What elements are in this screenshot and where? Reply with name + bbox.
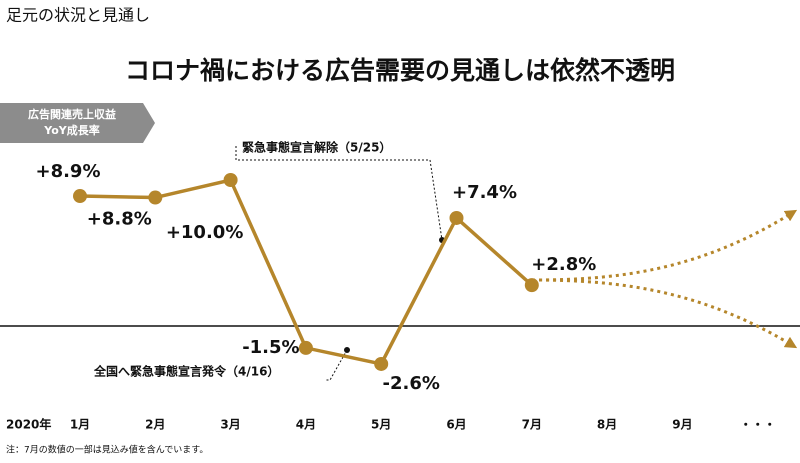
- value-label: +8.9%: [35, 161, 100, 182]
- x-tick-label: 4月: [296, 418, 316, 432]
- footnote: 注：7月の数値の一部は見込み値を含んでいます。: [6, 444, 208, 456]
- x-tick-label: 8月: [597, 418, 617, 432]
- value-label: +7.4%: [452, 182, 517, 203]
- x-tick-label: 1月: [70, 418, 90, 432]
- annotation: 緊急事態宣言解除（5/25）: [242, 140, 391, 155]
- value-label: -1.5%: [242, 337, 299, 358]
- x-tick-label: 2月: [145, 418, 165, 432]
- value-label: +8.8%: [87, 209, 152, 230]
- leader: [235, 146, 443, 241]
- projection-up: [531, 209, 798, 282]
- x-tick-label: ・・・: [740, 418, 776, 432]
- x-tick-label: 6月: [446, 418, 466, 432]
- annotation: 全国へ緊急事態宣言発令（4/16）: [93, 364, 279, 379]
- year-label: 2020年: [6, 417, 51, 432]
- chart-title: コロナ禍における広告需要の見通しは依然不透明: [125, 56, 675, 85]
- value-label: -2.6%: [382, 373, 439, 394]
- value-label: +10.0%: [166, 222, 244, 243]
- x-tick-label: 7月: [522, 418, 542, 432]
- axis-label-tab: [0, 103, 155, 143]
- projection-down: [531, 278, 798, 349]
- leader: [326, 349, 348, 381]
- data-point: [223, 173, 238, 187]
- data-point: [449, 210, 464, 225]
- x-tick-label: 9月: [672, 418, 692, 432]
- data-point: [374, 356, 389, 371]
- x-tick-label: 3月: [220, 418, 240, 432]
- axis-label: 広告関連売上収益: [28, 107, 116, 121]
- value-label: +2.8%: [531, 254, 596, 275]
- leader-dot: [344, 347, 350, 353]
- data-point: [298, 340, 313, 355]
- data-point: [73, 189, 87, 204]
- section-title: 足元の状況と見通し: [6, 6, 150, 25]
- data-point: [148, 190, 163, 205]
- axis-label: YoY成長率: [43, 123, 99, 137]
- x-tick-label: 5月: [371, 418, 391, 432]
- data-point: [524, 278, 539, 293]
